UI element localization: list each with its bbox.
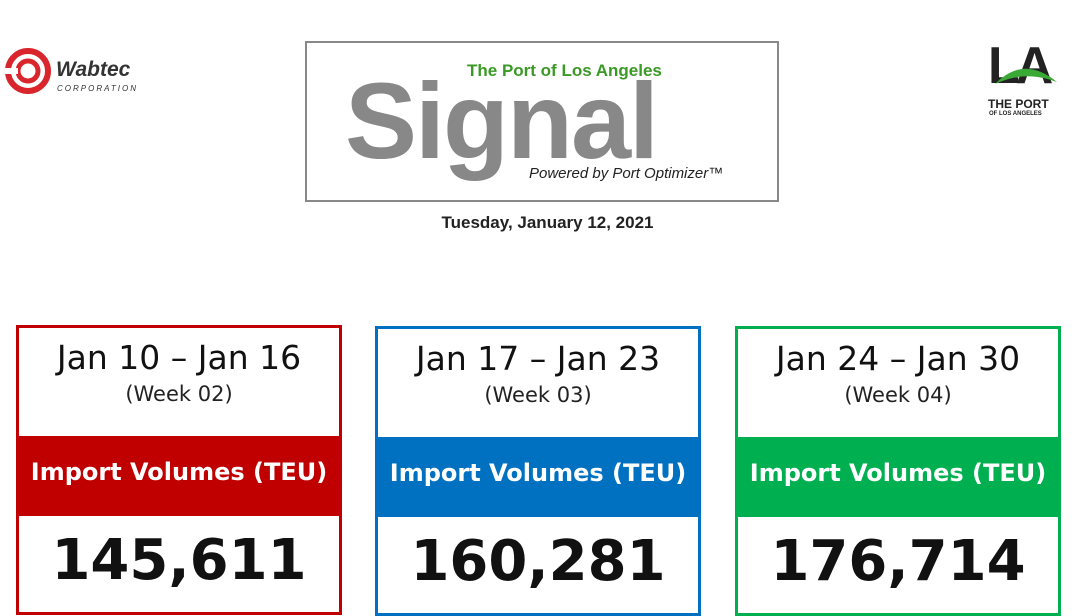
date: Tuesday, January 12, 2021 xyxy=(441,213,654,232)
title-box: Signal The Port of Los Angeles Powered b… xyxy=(305,41,779,202)
logo-mark: LA xyxy=(988,37,1053,95)
kicker: The Port of Los Angeles xyxy=(467,61,662,80)
date-range: Jan 10 – Jan 16 xyxy=(56,338,302,377)
metric-label: Import Volumes (TEU) xyxy=(749,459,1047,487)
card: Jan 17 – Jan 23 (Week 03) Import Volumes (… xyxy=(375,326,701,616)
date-range: Jan 24 – Jan 30 xyxy=(775,339,1021,378)
metric-label: Import Volumes (TEU) xyxy=(389,459,687,487)
metric-value: 176,714 xyxy=(770,529,1026,594)
label-band xyxy=(378,437,698,517)
metric-value: 160,281 xyxy=(410,529,666,594)
card: Jan 10 – Jan 16 (Week 02) Import Volumes (… xyxy=(16,325,342,615)
metric-value: 145,611 xyxy=(51,528,307,593)
week: (Week 04) xyxy=(844,383,952,407)
metric-label: Import Volumes (TEU) xyxy=(30,458,328,486)
date-range: Jan 17 – Jan 23 xyxy=(415,339,661,378)
logo-subtitle: CORPORATION xyxy=(57,84,138,93)
week: (Week 02) xyxy=(125,382,233,406)
title: Signal xyxy=(345,60,659,181)
logo-line: THE PORT xyxy=(988,97,1049,111)
card: Jan 24 – Jan 30 (Week 04) Import Volumes (… xyxy=(735,326,1061,616)
week: (Week 03) xyxy=(484,383,592,407)
powered-by: Powered by Port Optimizer™ xyxy=(529,165,724,182)
page: Wabtec CORPORATION Signal The Port of Lo… xyxy=(4,37,1061,616)
logo-line: OF LOS ANGELES xyxy=(989,111,1042,117)
logo-name: Wabtec xyxy=(56,58,131,81)
la-swoosh xyxy=(995,68,1057,84)
label-band xyxy=(738,437,1058,517)
label-band xyxy=(19,436,339,516)
wabtec-icon xyxy=(4,48,51,94)
